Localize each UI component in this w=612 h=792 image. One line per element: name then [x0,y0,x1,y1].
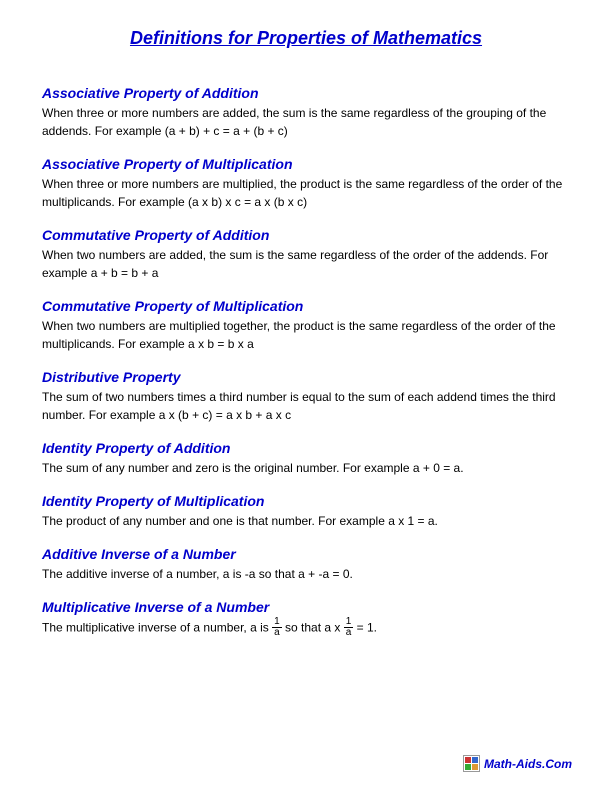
section-body: The additive inverse of a number, a is -… [42,565,570,583]
section-associative-addition: Associative Property of Addition When th… [42,85,570,140]
section-additive-inverse: Additive Inverse of a Number The additiv… [42,546,570,583]
section-body: The sum of any number and zero is the or… [42,459,570,477]
fraction-one-over-a: 1a [272,617,282,638]
section-identity-addition: Identity Property of Addition The sum of… [42,440,570,477]
section-multiplicative-inverse: Multiplicative Inverse of a Number The m… [42,599,570,639]
section-heading: Additive Inverse of a Number [42,546,570,562]
section-distributive: Distributive Property The sum of two num… [42,369,570,424]
section-heading: Identity Property of Multiplication [42,493,570,509]
body-text-post: = 1. [353,621,377,635]
section-heading: Identity Property of Addition [42,440,570,456]
section-heading: Multiplicative Inverse of a Number [42,599,570,615]
section-body: When three or more numbers are added, th… [42,104,570,140]
section-body: The multiplicative inverse of a number, … [42,618,570,639]
fraction-denominator: a [272,628,282,638]
section-body: The sum of two numbers times a third num… [42,388,570,424]
section-commutative-addition: Commutative Property of Addition When tw… [42,227,570,282]
section-associative-multiplication: Associative Property of Multiplication W… [42,156,570,211]
fraction-one-over-a: 1a [344,617,354,638]
section-heading: Commutative Property of Multiplication [42,298,570,314]
section-identity-multiplication: Identity Property of Multiplication The … [42,493,570,530]
body-text-pre: The multiplicative inverse of a number, … [42,621,272,635]
section-heading: Associative Property of Multiplication [42,156,570,172]
section-heading: Commutative Property of Addition [42,227,570,243]
footer-text: Math-Aids.Com [484,757,572,771]
section-commutative-multiplication: Commutative Property of Multiplication W… [42,298,570,353]
math-aids-logo-icon [463,755,480,772]
section-body: When two numbers are added, the sum is t… [42,246,570,282]
footer: Math-Aids.Com [463,755,572,772]
page-title: Definitions for Properties of Mathematic… [42,28,570,49]
section-body: When two numbers are multiplied together… [42,317,570,353]
section-body: When three or more numbers are multiplie… [42,175,570,211]
section-heading: Associative Property of Addition [42,85,570,101]
section-body: The product of any number and one is tha… [42,512,570,530]
fraction-denominator: a [344,628,354,638]
body-text-mid: so that a x [282,621,344,635]
section-heading: Distributive Property [42,369,570,385]
